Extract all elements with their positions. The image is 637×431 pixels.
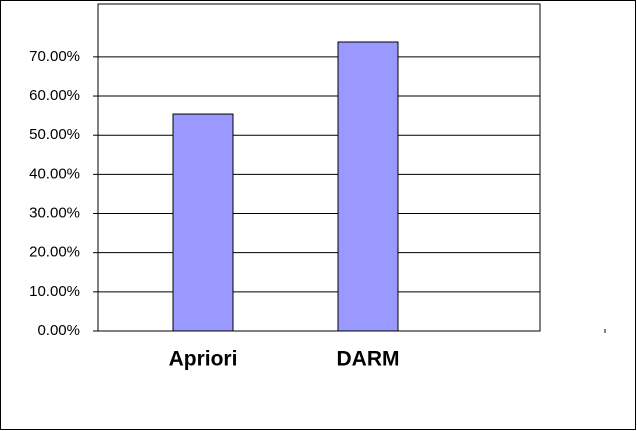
y-tick-label: 10.00%: [29, 283, 80, 300]
y-tick-label: 70.00%: [29, 48, 80, 65]
y-tick-label: 40.00%: [29, 165, 80, 182]
plot-area: [97, 3, 541, 332]
bar: [337, 41, 399, 332]
y-tick-label: 50.00%: [29, 126, 80, 143]
y-tick-label: 0.00%: [37, 322, 80, 339]
y-tick-label: 20.00%: [29, 244, 80, 261]
x-tick-label: DARM: [337, 348, 400, 371]
x-tick-label: Apriori: [169, 348, 238, 371]
y-tick-label: 60.00%: [29, 87, 80, 104]
bar: [172, 113, 234, 332]
y-tick-label: 30.00%: [29, 204, 80, 221]
